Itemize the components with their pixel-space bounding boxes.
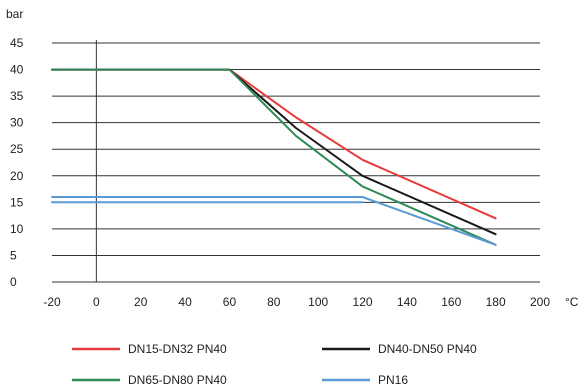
legend-label: PN16: [378, 373, 408, 387]
legend-item: DN40-DN50 PN40: [322, 342, 477, 356]
legend-label: DN15-DN32 PN40: [128, 342, 227, 356]
x-tick-label: 180: [486, 295, 506, 309]
y-tick-label: 40: [10, 63, 24, 77]
x-tick-label: 120: [353, 295, 373, 309]
series-layer: [51, 68, 497, 246]
x-tick-label: 100: [308, 295, 328, 309]
legend-item: DN15-DN32 PN40: [72, 342, 227, 356]
series-line-2: [51, 68, 497, 236]
legend-item: PN16: [322, 373, 408, 387]
y-tick-label: 5: [10, 248, 17, 262]
x-tick-label: 80: [267, 295, 281, 309]
legend-item: DN65-DN80 PN40: [72, 373, 227, 387]
series-line-3: [51, 68, 497, 246]
y-tick-label: 45: [10, 36, 24, 50]
y-axis-unit-label: bar: [6, 7, 23, 21]
y-tick-label: 15: [10, 195, 24, 209]
y-tick-label: 30: [10, 116, 24, 130]
x-tick-label: 40: [178, 295, 192, 309]
x-tick-label: 200: [530, 295, 550, 309]
series-line-4: [51, 196, 497, 246]
x-tick-label: 140: [397, 295, 417, 309]
y-tick-label: 35: [10, 89, 24, 103]
x-tick-label: 0: [93, 295, 100, 309]
series-line-1: [51, 68, 497, 220]
legend-label: DN40-DN50 PN40: [378, 342, 477, 356]
legend-label: DN65-DN80 PN40: [128, 373, 227, 387]
x-axis-unit-label: °C: [565, 295, 579, 309]
x-tick-label: 60: [223, 295, 237, 309]
y-tick-label: 25: [10, 142, 24, 156]
y-tick-label: 20: [10, 169, 24, 183]
y-tick-label: 0: [10, 275, 17, 289]
x-tick-label: -20: [43, 295, 61, 309]
axis-layer: 0 5 10 15 20 25 30 35 40 45 -20 0 20 40 60 80 100 120 140 1…: [10, 36, 550, 309]
grid-layer: [52, 42, 540, 283]
y-tick-label: 10: [10, 222, 24, 236]
x-tick-label: 160: [441, 295, 461, 309]
x-tick-label: 20: [134, 295, 148, 309]
legend: DN15-DN32 PN40 DN40-DN50 PN40 DN65-DN80 PN…: [72, 342, 477, 387]
